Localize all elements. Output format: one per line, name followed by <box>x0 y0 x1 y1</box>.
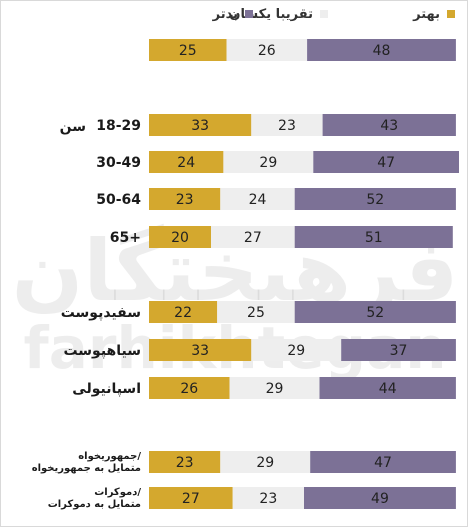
row-label: دموکرات/ <box>94 487 141 498</box>
row-label: سیاهپوست <box>63 343 141 359</box>
row-label: 18-29 <box>96 118 141 134</box>
bar-same <box>223 151 314 173</box>
bar-value-label: 51 <box>365 230 383 246</box>
bar-value-label: 23 <box>278 118 296 134</box>
bar-same <box>217 301 295 323</box>
bar-better <box>149 377 230 399</box>
bar-better <box>149 39 227 61</box>
bar-value-label: 20 <box>171 230 189 246</box>
legend-label: بدتر <box>212 7 238 22</box>
bar-value-label: 23 <box>259 491 277 507</box>
legend-label: تقریبا یکسان <box>229 7 313 22</box>
bar-value-label: 44 <box>379 381 397 397</box>
bar-value-label: 26 <box>180 381 198 397</box>
bar-value-label: 47 <box>374 455 392 471</box>
bar-value-label: 24 <box>249 192 267 208</box>
bar-value-label: 27 <box>244 230 262 246</box>
bar-value-label: 52 <box>366 305 384 321</box>
bar-value-label: 37 <box>390 343 408 359</box>
bar-worse <box>322 114 456 136</box>
bar-value-label: 22 <box>174 305 192 321</box>
chart-rows: 25 26 48 33 23 43 18-29 24 29 47 30-49 23 24 52 50-64 2… <box>32 39 459 510</box>
bar-value-label: 49 <box>371 491 389 507</box>
bar-value-label: 27 <box>182 491 200 507</box>
bar-better <box>149 226 211 248</box>
bar-value-label: 43 <box>380 118 398 134</box>
bar-value-label: 23 <box>176 192 194 208</box>
bar-same <box>211 226 295 248</box>
legend-swatch <box>320 10 328 18</box>
bar-better <box>149 188 221 210</box>
row-label: متمایل به جمهوریخواه <box>32 463 141 474</box>
legend-swatch <box>245 10 253 18</box>
bar-worse <box>294 301 456 323</box>
bar-value-label: 24 <box>177 155 195 171</box>
row-label: 30-49 <box>96 155 141 171</box>
bar-same <box>226 39 308 61</box>
bar-value-label: 33 <box>191 343 209 359</box>
bar-better <box>149 151 224 173</box>
bar-better <box>149 339 252 361</box>
bar-same <box>251 114 323 136</box>
bar-worse <box>319 377 456 399</box>
bar-worse <box>310 451 456 473</box>
row-label: متمایل به دموکرات <box>48 499 141 510</box>
row-label: 65+ <box>110 230 141 246</box>
row-label: اسپانیولی <box>72 381 141 397</box>
row-label: 50-64 <box>96 192 141 208</box>
bar-value-label: 47 <box>377 155 395 171</box>
bar-value-label: 29 <box>259 155 277 171</box>
bar-same <box>229 377 320 399</box>
bar-same <box>251 339 342 361</box>
bar-worse <box>304 487 456 509</box>
bar-worse <box>307 39 456 61</box>
bar-value-label: 52 <box>366 192 384 208</box>
legend-label: بهتر <box>412 7 440 22</box>
bar-better <box>149 487 233 509</box>
legend-swatch <box>447 10 455 18</box>
row-label: جمهوریخواه/ <box>78 451 141 462</box>
bar-worse <box>294 226 453 248</box>
bar-value-label: 23 <box>176 455 194 471</box>
bar-value-label: 25 <box>179 43 197 59</box>
bar-worse <box>294 188 456 210</box>
bar-value-label: 29 <box>287 343 305 359</box>
group-label: سن <box>60 119 86 135</box>
row-label: سفیدپوست <box>61 305 141 321</box>
bar-better <box>149 451 221 473</box>
bar-worse <box>341 339 456 361</box>
bar-same <box>220 451 311 473</box>
bar-better <box>149 301 218 323</box>
bar-value-label: 29 <box>256 455 274 471</box>
bar-same <box>220 188 295 210</box>
bar-value-label: 33 <box>191 118 209 134</box>
bar-value-label: 29 <box>266 381 284 397</box>
bar-worse <box>313 151 459 173</box>
bar-value-label: 48 <box>373 43 391 59</box>
bar-same <box>232 487 304 509</box>
bar-value-label: 25 <box>247 305 265 321</box>
bar-value-label: 26 <box>258 43 276 59</box>
bar-better <box>149 114 252 136</box>
